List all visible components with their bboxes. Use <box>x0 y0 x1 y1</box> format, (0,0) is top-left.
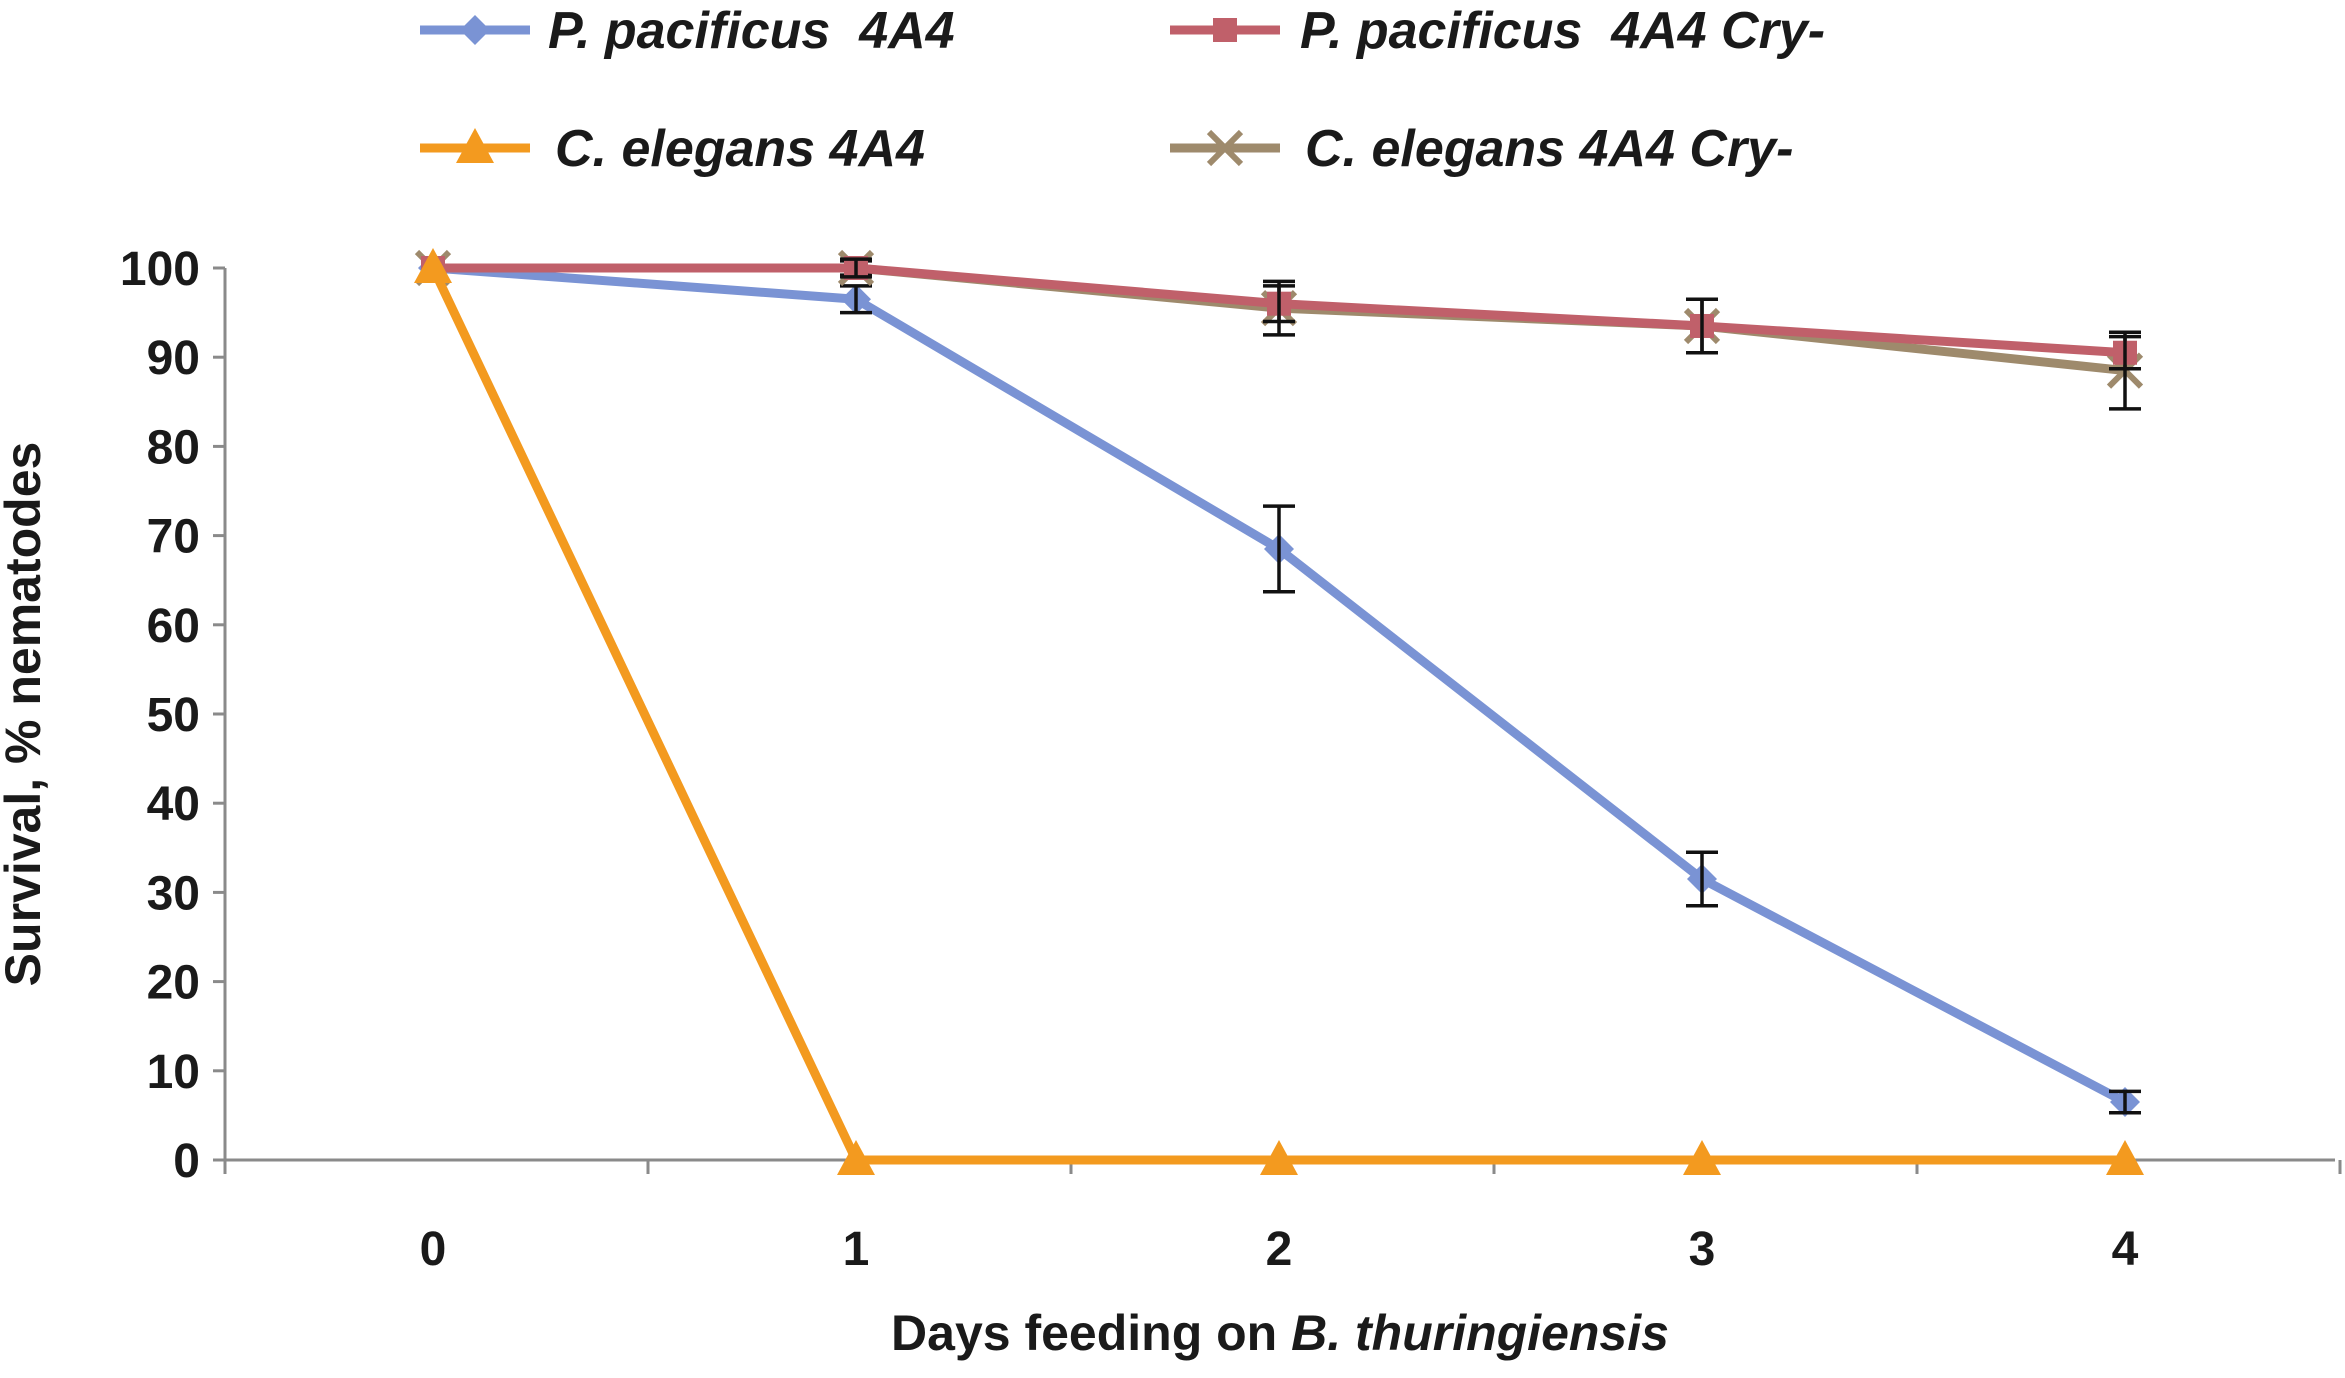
data-point-ce-4a4 <box>1683 1140 1721 1175</box>
legend-label-ce-4a4-cry: C. elegans 4A4 Cry- <box>1305 120 1793 178</box>
series-pp-4a4-cry <box>421 256 2141 371</box>
series-line-ce-4a4 <box>428 263 2130 1165</box>
error-bar-pp-4a4-cry <box>840 257 872 279</box>
error-bar-pp-4a4 <box>1263 504 1295 594</box>
error-bar-pp-4a4-cry <box>1263 284 1295 324</box>
error-bar-pp-4a4 <box>1686 850 1718 908</box>
series-ce-4a4 <box>414 248 2144 1175</box>
y-tick-label: 20 <box>147 957 200 1010</box>
legend-entry-ce-4a4-cry: C. elegans 4A4 Cry- <box>1170 120 1793 178</box>
x-tick-label: 1 <box>843 1223 870 1276</box>
plot-area <box>414 248 2144 1175</box>
y-tick-label: 10 <box>147 1046 200 1099</box>
legend-marker-shape <box>460 15 490 45</box>
legend-marker-pp-4a4 <box>460 15 490 45</box>
x-tick-label: 3 <box>1689 1223 1716 1276</box>
x-axis-title-italic: B. thuringiensis <box>1291 1305 1669 1361</box>
error-bar-pp-4a4-cry <box>2109 334 2141 371</box>
legend-entry-pp-4a4: P. pacificus 4A4 <box>420 2 955 60</box>
series-pp-4a4 <box>418 253 2141 1118</box>
legend-entry-pp-4a4-cry: P. pacificus 4A4 Cry- <box>1170 2 1825 60</box>
series-line-pp-4a4 <box>428 263 2130 1107</box>
legend-marker-ce-4a4 <box>456 128 494 163</box>
y-axis-ticks: 0 10 20 30 40 50 60 70 80 90 100 <box>120 243 225 1188</box>
data-point-ce-4a4 <box>414 248 452 283</box>
x-axis-ticks: 0 1 2 3 4 <box>223 1160 2342 1276</box>
legend-marker-shape <box>456 128 494 163</box>
legend-label-ce-4a4: C. elegans 4A4 <box>555 120 925 178</box>
series-ce-4a4-cry <box>414 249 2144 411</box>
x-axis-title-prefix: Days feeding on <box>891 1305 1291 1361</box>
data-point-ce-4a4 <box>1260 1140 1298 1175</box>
x-tick-label: 0 <box>420 1223 447 1276</box>
legend-label-pp-4a4: P. pacificus 4A4 <box>548 2 955 60</box>
x-axis-title: Days feeding on B. thuringiensis <box>891 1305 1669 1361</box>
data-point-ce-4a4 <box>2106 1140 2144 1175</box>
y-tick-label: 60 <box>147 600 200 653</box>
legend-label-pp-4a4-cry: P. pacificus 4A4 Cry- <box>1300 2 1825 60</box>
x-tick-label: 2 <box>1266 1223 1293 1276</box>
y-tick-label: 80 <box>147 421 200 474</box>
error-bar-pp-4a4 <box>2109 1089 2141 1115</box>
y-tick-label: 70 <box>147 511 200 564</box>
y-tick-label: 100 <box>120 243 200 296</box>
y-axis-title: Survival, % nematodes <box>0 442 51 987</box>
data-point-ce-4a4 <box>837 1140 875 1175</box>
legend-marker-shape <box>1206 129 1244 167</box>
error-bar-pp-4a4-cry <box>1686 297 1718 355</box>
y-tick-label: 40 <box>147 778 200 831</box>
legend-marker-pp-4a4-cry <box>1213 18 1237 42</box>
y-tick-label: 0 <box>173 1135 200 1188</box>
y-tick-label: 50 <box>147 689 200 742</box>
x-tick-label: 4 <box>2112 1223 2139 1276</box>
legend-entry-ce-4a4: C. elegans 4A4 <box>420 120 925 178</box>
legend-marker-shape <box>1213 18 1237 42</box>
legend-marker-ce-4a4-cry <box>1206 129 1244 167</box>
axes: 0 10 20 30 40 50 60 70 80 90 100 0 1 2 3 4 <box>120 243 2342 1276</box>
y-tick-label: 90 <box>147 332 200 385</box>
legend: P. pacificus 4A4 P. pacificus 4A4 Cry- C… <box>420 2 1825 178</box>
error-bar-pp-4a4 <box>840 284 872 315</box>
y-tick-label: 30 <box>147 867 200 920</box>
